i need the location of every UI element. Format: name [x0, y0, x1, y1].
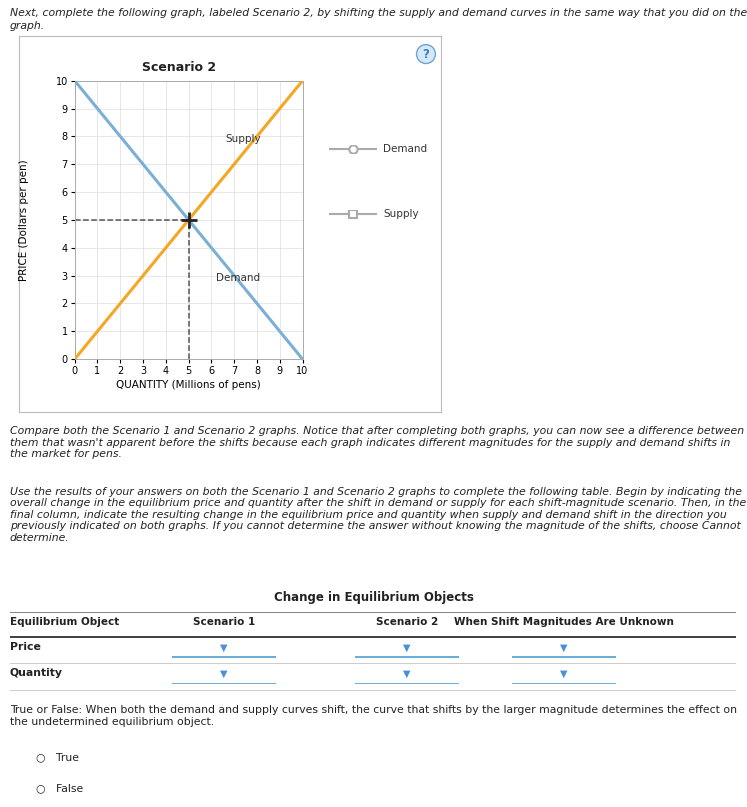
Text: Scenario 1: Scenario 1 [193, 617, 255, 626]
Text: Demand: Demand [383, 144, 427, 154]
Text: ▼: ▼ [220, 669, 228, 679]
Text: Supply: Supply [225, 134, 261, 144]
Text: Scenario 2: Scenario 2 [142, 61, 216, 73]
Text: ▼: ▼ [403, 669, 411, 679]
Text: Demand: Demand [216, 273, 260, 283]
Text: Compare both the Scenario 1 and Scenario 2 graphs. Notice that after completing : Compare both the Scenario 1 and Scenario… [10, 426, 744, 459]
Text: Scenario 2: Scenario 2 [376, 617, 438, 626]
Y-axis label: PRICE (Dollars per pen): PRICE (Dollars per pen) [19, 159, 29, 281]
Text: Next, complete the following graph, labeled Scenario 2, by shifting the supply a: Next, complete the following graph, labe… [10, 8, 747, 18]
Text: Equilibrium Object: Equilibrium Object [10, 617, 119, 626]
Text: When Shift Magnitudes Are Unknown: When Shift Magnitudes Are Unknown [454, 617, 674, 626]
Text: True or False: When both the demand and supply curves shift, the curve that shif: True or False: When both the demand and … [10, 705, 737, 727]
Text: graph.: graph. [10, 21, 45, 31]
Text: ○   True: ○ True [36, 752, 79, 762]
Text: Supply: Supply [383, 209, 419, 219]
Text: ○   False: ○ False [36, 783, 83, 792]
Text: Change in Equilibrium Objects: Change in Equilibrium Objects [273, 591, 474, 604]
Text: Price: Price [10, 642, 40, 651]
Text: ▼: ▼ [220, 642, 228, 652]
Text: Use the results of your answers on both the Scenario 1 and Scenario 2 graphs to : Use the results of your answers on both … [10, 487, 746, 543]
X-axis label: QUANTITY (Millions of pens): QUANTITY (Millions of pens) [117, 380, 261, 391]
Text: ?: ? [423, 48, 430, 61]
Text: ▼: ▼ [560, 642, 568, 652]
Text: Quantity: Quantity [10, 668, 63, 678]
Text: ▼: ▼ [403, 642, 411, 652]
Text: ▼: ▼ [560, 669, 568, 679]
